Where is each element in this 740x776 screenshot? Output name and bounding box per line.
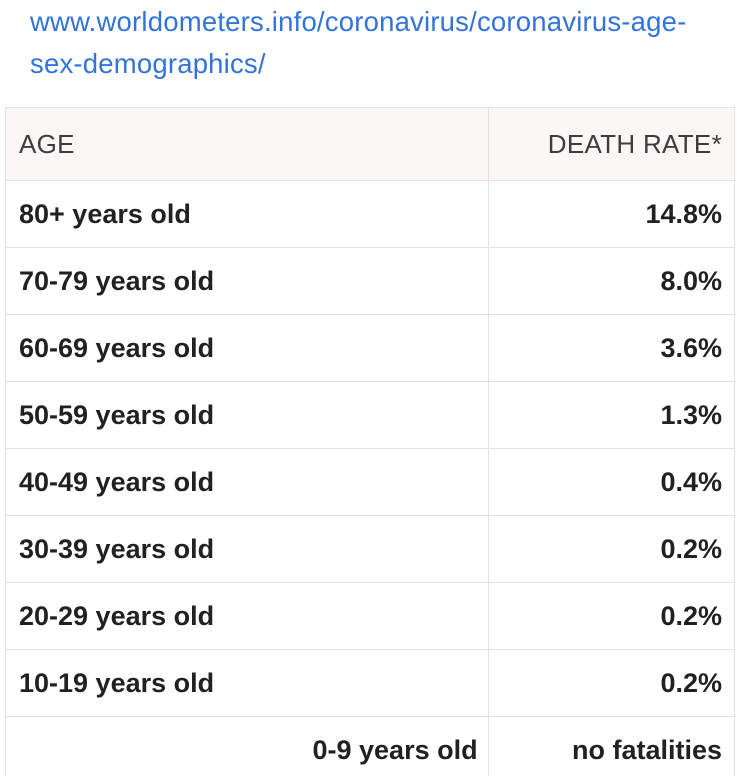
page-url-line2: sex-demographics/ <box>30 48 266 79</box>
age-cell: 50-59 years old <box>5 381 489 449</box>
age-cell: 80+ years old <box>5 180 489 248</box>
page-url-block: www.worldometers.info/coronavirus/corona… <box>0 0 740 85</box>
death-rate-cell: 8.0% <box>487 247 736 315</box>
death-rate-cell: 0.4% <box>487 448 736 516</box>
page-url-line1: www.worldometers.info/coronavirus/corona… <box>30 6 687 37</box>
table-row: 80+ years old 14.8% <box>5 180 736 248</box>
page-url-link[interactable]: www.worldometers.info/coronavirus/corona… <box>30 1 712 85</box>
table-body: 80+ years old 14.8% 70-79 years old 8.0%… <box>5 180 736 776</box>
death-rate-cell: 0.2% <box>487 649 736 717</box>
age-cell: 30-39 years old <box>5 515 489 583</box>
death-rate-cell: 3.6% <box>487 314 736 382</box>
column-header-age: AGE <box>5 107 489 181</box>
table-row: 0-9 years old no fatalities <box>5 716 736 776</box>
death-rate-cell: 0.2% <box>487 582 736 650</box>
age-cell: 60-69 years old <box>5 314 489 382</box>
death-rate-cell: 0.2% <box>487 515 736 583</box>
table-row: 40-49 years old 0.4% <box>5 448 736 516</box>
table-row: 20-29 years old 0.2% <box>5 582 736 650</box>
header-row: AGE DEATH RATE* <box>5 107 736 181</box>
age-cell: 70-79 years old <box>5 247 489 315</box>
age-death-rate-table: AGE DEATH RATE* 80+ years old 14.8% 70-7… <box>5 107 736 776</box>
table-row: 60-69 years old 3.6% <box>5 314 736 382</box>
table-row: 50-59 years old 1.3% <box>5 381 736 449</box>
table-container: AGE DEATH RATE* 80+ years old 14.8% 70-7… <box>5 107 736 776</box>
table-header: AGE DEATH RATE* <box>5 107 736 181</box>
age-cell: 0-9 years old <box>5 716 489 776</box>
table-row: 10-19 years old 0.2% <box>5 649 736 717</box>
age-cell: 40-49 years old <box>5 448 489 516</box>
table-row: 70-79 years old 8.0% <box>5 247 736 315</box>
table-row: 30-39 years old 0.2% <box>5 515 736 583</box>
age-cell: 10-19 years old <box>5 649 489 717</box>
column-header-death-rate: DEATH RATE* <box>487 107 736 181</box>
death-rate-cell: no fatalities <box>487 716 736 776</box>
age-cell: 20-29 years old <box>5 582 489 650</box>
death-rate-cell: 14.8% <box>487 180 736 248</box>
death-rate-cell: 1.3% <box>487 381 736 449</box>
